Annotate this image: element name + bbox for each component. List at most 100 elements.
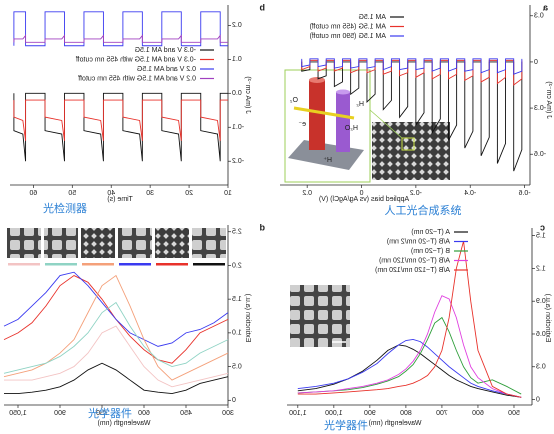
data-line [4,362,229,394]
x-tick-label: 0 [359,190,363,197]
legend-label: -0.3 V and AM 1.5G [135,47,196,54]
caption: 光检测器 [43,201,87,215]
y-tick-label: 0.9 [536,298,546,305]
y-tick-label: 2.0 [232,262,242,269]
panel-label: a [542,2,548,12]
x-tick-label: 450 [180,410,192,417]
legend-label: A/B (T~20 nm/2 nm) [387,238,450,245]
x-tick-label: 10 [224,190,232,197]
y-tick-label: 2.5 [232,229,242,236]
data-line [4,325,229,388]
x-tick-label: 900 [364,410,376,417]
data-line [301,59,523,86]
y-tick-label: 0 [232,397,236,404]
y-tick-label: -0.1 [232,124,244,131]
y-tick-label: 1.2 [536,265,546,272]
x-axis-title: Time (s) [107,196,132,203]
x-tick-label: 40 [107,190,115,197]
legend-label: AM 1.5G [358,14,386,21]
legend-label: AM 1.5G (590 nm cutoff) [309,33,386,40]
panel-label: c [540,222,545,232]
x-tick-label: 500 [508,410,520,417]
inset-label: H⁺ [323,157,332,164]
data-line [13,34,228,43]
legend-label: 0.2 V and AM 1.5G [137,66,196,73]
x-tick-label: -0.6 [518,190,530,197]
x-tick-label: 600 [472,410,484,417]
x-tick-label: 20 [185,190,193,197]
data-line [13,99,228,141]
y-axis-title: J (mA cm⁻²) [244,76,251,114]
legend-label: 0.2 V and AM 1.5G with 455 nm cutoff [78,75,196,82]
data-line [3,274,229,381]
x-tick-label: 700 [436,410,448,417]
panel-label: d [260,222,266,232]
y-tick-label: 1.0 [232,330,242,337]
y-tick-label: 0.6 [536,331,546,338]
inset-label: O₂ [290,97,298,104]
legend-label: -0.3 V and AM 1.5G with 455 nm cutoff [76,56,196,63]
x-tick-label: 300 [222,410,234,417]
x-axis-title: Applied bias (vs Ag/AgCl) (V) [319,196,409,203]
inset-3d [284,69,371,183]
legend-label: A/B (T~20 nm/120 nm) [379,257,450,264]
x-tick-label: 900 [54,410,66,417]
x-tick-label: 30 [146,190,154,197]
inset-sem [369,109,450,180]
sem-strip [7,228,226,266]
legend-label: B (T~20 nm) [411,248,450,255]
y-tick-label: 0 [536,396,540,403]
x-tick-label: 0.2 [302,190,312,197]
y-axis-title: Extinction (a.u.) [244,294,251,343]
y-tick-label: 0.3 [536,364,546,371]
x-tick-label: 60 [29,190,37,197]
x-tick-label: 800 [400,410,412,417]
data-line [301,58,523,75]
legend-label: A/B (T~120 nm/120 nm) [375,267,450,274]
y-tick-label: 0 [534,59,538,66]
data-line [297,240,522,398]
y-tick-label: -0.3 [534,105,546,112]
inset-label: H₂O [344,125,358,132]
data-line [297,316,522,395]
x-axis-title: Wavelength (nm) [368,420,421,427]
data-line [13,92,228,162]
inset-label: H₂ [356,101,364,108]
mirrored-figure: -0.6 -0.3 0 0.3 -0.6 -0.4 -0.2 0 0.2 Applied bias… [3,2,552,427]
y-tick-label: 1.5 [232,296,242,303]
legend-label: AM 1.5G (455 nm cutoff) [309,23,386,30]
y-tick-label: -0.6 [534,151,546,158]
x-axis-title: Wavelength (nm) [97,420,150,427]
caption: 光学器件 [324,418,368,432]
x-tick-label: 750 [96,410,108,417]
y-tick-label: 0.1 [232,56,242,63]
data-line [297,344,522,398]
y-tick-label: -0.2 [232,158,244,165]
legend-label: A (T~20 nm) [411,229,450,236]
x-tick-label: 1,100 [289,410,307,417]
y-tick-label: 0.0 [232,90,242,97]
panel-label: b [259,2,265,12]
data-line [301,61,523,172]
data-line [13,11,228,47]
data-line [3,301,229,374]
y-tick-label: 0.5 [232,363,242,370]
x-tick-label: 1,000 [325,410,343,417]
inset-label: e⁻ [298,121,306,128]
data-line [297,295,522,398]
y-tick-label: 0.3 [534,13,544,20]
caption: 人工光合成系统 [385,203,462,217]
y-tick-label: 1.5 [536,232,546,239]
x-tick-label: 1,050 [9,410,27,417]
x-tick-label: -0.2 [410,190,422,197]
x-tick-label: 600 [138,410,150,417]
y-axis-title: Extinction (a.u.) [544,294,551,343]
inset-sem-c [290,285,350,347]
data-line [297,338,522,398]
caption: 光学器件 [88,406,132,420]
x-tick-label: -0.4 [464,190,476,197]
x-tick-label: 50 [68,190,76,197]
y-axis-title: J (mA cm⁻²) [545,81,552,119]
y-tick-label: 0.2 [232,22,242,29]
